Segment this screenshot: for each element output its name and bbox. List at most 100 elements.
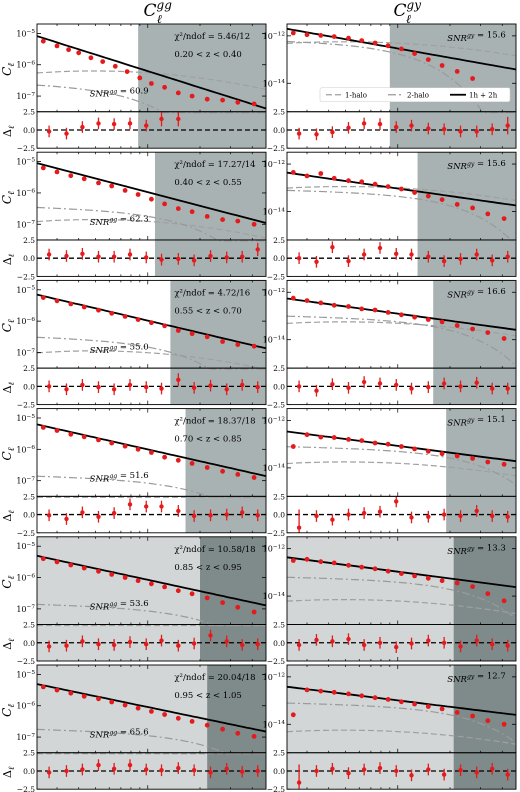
dtick-label-gg-2-0: 2.5 (23, 236, 35, 245)
delta-point-gg-4-7 (159, 504, 164, 509)
delta-point-gy-3-12 (490, 386, 495, 391)
data-point-gy-1-4 (346, 35, 351, 41)
data-point-gy-4-0 (290, 444, 296, 449)
data-point-gg-1-15 (235, 99, 241, 105)
delta-point-gy-1-4 (361, 121, 367, 126)
delta-point-gy-1-3 (346, 125, 351, 130)
data-point-gg-4-9 (162, 454, 168, 460)
delta-point-gy-4-6 (394, 499, 399, 504)
curve-2halo-gy-4 (286, 446, 517, 486)
curve-total-gg-1 (36, 35, 267, 110)
dtick-label-gy-6-1: 0.0 (273, 767, 285, 776)
delta-point-gy-3-3 (346, 385, 351, 390)
data-point-gg-1-10 (162, 84, 168, 90)
panel-gg-1: χ²/ndof = 5.46/12 0.20 < z < 0.40 2.5 0.0 −2… (17, 23, 267, 153)
data-point-gg-4-3 (81, 434, 87, 440)
curve-total-gg-2 (36, 162, 267, 224)
data-point-gg-6-2 (68, 690, 74, 696)
dtick-label-gy-5-1: 0.0 (273, 639, 285, 648)
delta-point-gy-3-10 (458, 384, 463, 389)
data-point-gy-3-11 (439, 319, 445, 325)
chi2-label-2: χ²/ndof = 17.27/14 (174, 160, 255, 170)
data-point-gy-2-5 (359, 179, 365, 185)
data-point-gy-3-15 (501, 336, 507, 341)
delta-point-gg-1-6 (144, 123, 149, 128)
data-point-gg-4-5 (109, 440, 115, 446)
shade-scale-cut-gy-2 (417, 152, 516, 277)
data-point-gg-3-15 (251, 343, 257, 349)
data-point-gg-6-0 (40, 684, 46, 690)
data-point-gg-1-4 (88, 55, 94, 61)
delta-point-gg-3-4 (111, 387, 117, 392)
delta-point-gg-6-7 (159, 768, 164, 773)
delta-point-gy-6-0 (296, 780, 302, 785)
delta-point-gy-6-7 (409, 773, 414, 778)
delta-point-gy-4-3 (346, 512, 351, 517)
delta-point-gg-2-6 (144, 255, 149, 260)
data-point-gg-1-1 (54, 43, 60, 49)
data-point-gg-3-8 (149, 320, 154, 326)
delta-point-gy-2-2 (330, 245, 335, 250)
data-point-gg-5-14 (235, 604, 241, 610)
data-point-gg-3-3 (81, 304, 87, 310)
delta-point-gy-2-8 (426, 254, 431, 259)
delta-point-gy-2-0 (296, 256, 302, 261)
curve-1halo-gy-5 (286, 599, 517, 615)
delta-point-gg-6-5 (127, 762, 133, 768)
data-point-gy-6-15 (501, 721, 507, 727)
data-point-gg-2-4 (96, 180, 101, 186)
ytick-label-gy-1-1: 10−14 (263, 79, 286, 88)
data-point-gg-2-6 (122, 188, 128, 193)
delta-point-gy-6-3 (346, 771, 351, 776)
data-point-gy-1-8 (399, 46, 404, 52)
delta-point-gg-2-2 (80, 251, 85, 256)
data-point-gg-3-12 (204, 334, 210, 340)
delta-point-gg-1-7 (159, 116, 164, 122)
zrange-label-4: 0.70 < z < 0.85 (174, 435, 241, 445)
delta-point-gg-3-11 (224, 387, 229, 392)
curve-total-gg-5 (36, 554, 267, 607)
delta-point-gg-6-10 (208, 770, 213, 775)
ylabel-c-3: Cℓ (0, 319, 17, 332)
panel-gy-2: 2.5 0.0 −2.5 (267, 151, 517, 281)
delta-point-gy-6-2 (330, 766, 335, 771)
curve-2halo-gg-5 (36, 603, 266, 627)
data-point-gg-6-7 (135, 705, 141, 711)
delta-point-gg-4-5 (127, 502, 133, 507)
data-point-gy-6-4 (346, 691, 351, 697)
data-point-gy-3-3 (331, 302, 337, 308)
data-point-gy-2-6 (372, 181, 378, 187)
delta-point-gy-5-11 (474, 638, 479, 643)
delta-point-gg-2-10 (208, 253, 213, 259)
delta-point-gy-5-2 (330, 639, 335, 644)
data-point-gy-2-13 (470, 205, 475, 211)
delta-point-gy-5-10 (458, 644, 463, 649)
data-point-gy-5-3 (331, 560, 337, 566)
delta-point-gg-5-10 (208, 633, 213, 638)
data-point-gy-1-6 (372, 40, 378, 46)
dtick-label-gg-2-1: 0.0 (23, 254, 35, 263)
ylabel-delta-1: Δℓ (1, 125, 16, 137)
data-point-gg-4-8 (149, 450, 154, 455)
dtick-label-gg-1-2: −2.5 (17, 144, 35, 153)
delta-point-gy-1-13 (505, 123, 510, 128)
delta-point-gy-5-0 (296, 642, 302, 648)
data-point-gy-5-0 (290, 558, 296, 563)
curve-1halo-gg-1 (36, 70, 267, 91)
delta-point-gg-6-8 (176, 765, 181, 771)
ytick-label-gg-5-0: 10−5 (16, 542, 35, 551)
delta-point-gy-5-7 (409, 641, 414, 646)
dtick-label-gy-3-0: 2.5 (273, 364, 285, 373)
data-point-gg-3-4 (96, 307, 101, 313)
curve-1halo-gy-1 (286, 41, 517, 57)
curve-2halo-gg-2 (36, 206, 266, 242)
delta-point-gy-5-8 (426, 638, 431, 643)
dtick-label-gy-6-0: 2.5 (273, 749, 285, 758)
ytick-label-gg-1-1: 10−6 (16, 61, 35, 70)
data-point-gg-2-10 (175, 206, 181, 212)
delta-point-gy-6-8 (426, 767, 431, 772)
data-point-gg-6-8 (149, 709, 154, 714)
delta-point-gy-1-2 (330, 130, 335, 135)
data-point-gg-1-12 (189, 93, 195, 99)
data-point-gg-2-8 (149, 196, 154, 202)
